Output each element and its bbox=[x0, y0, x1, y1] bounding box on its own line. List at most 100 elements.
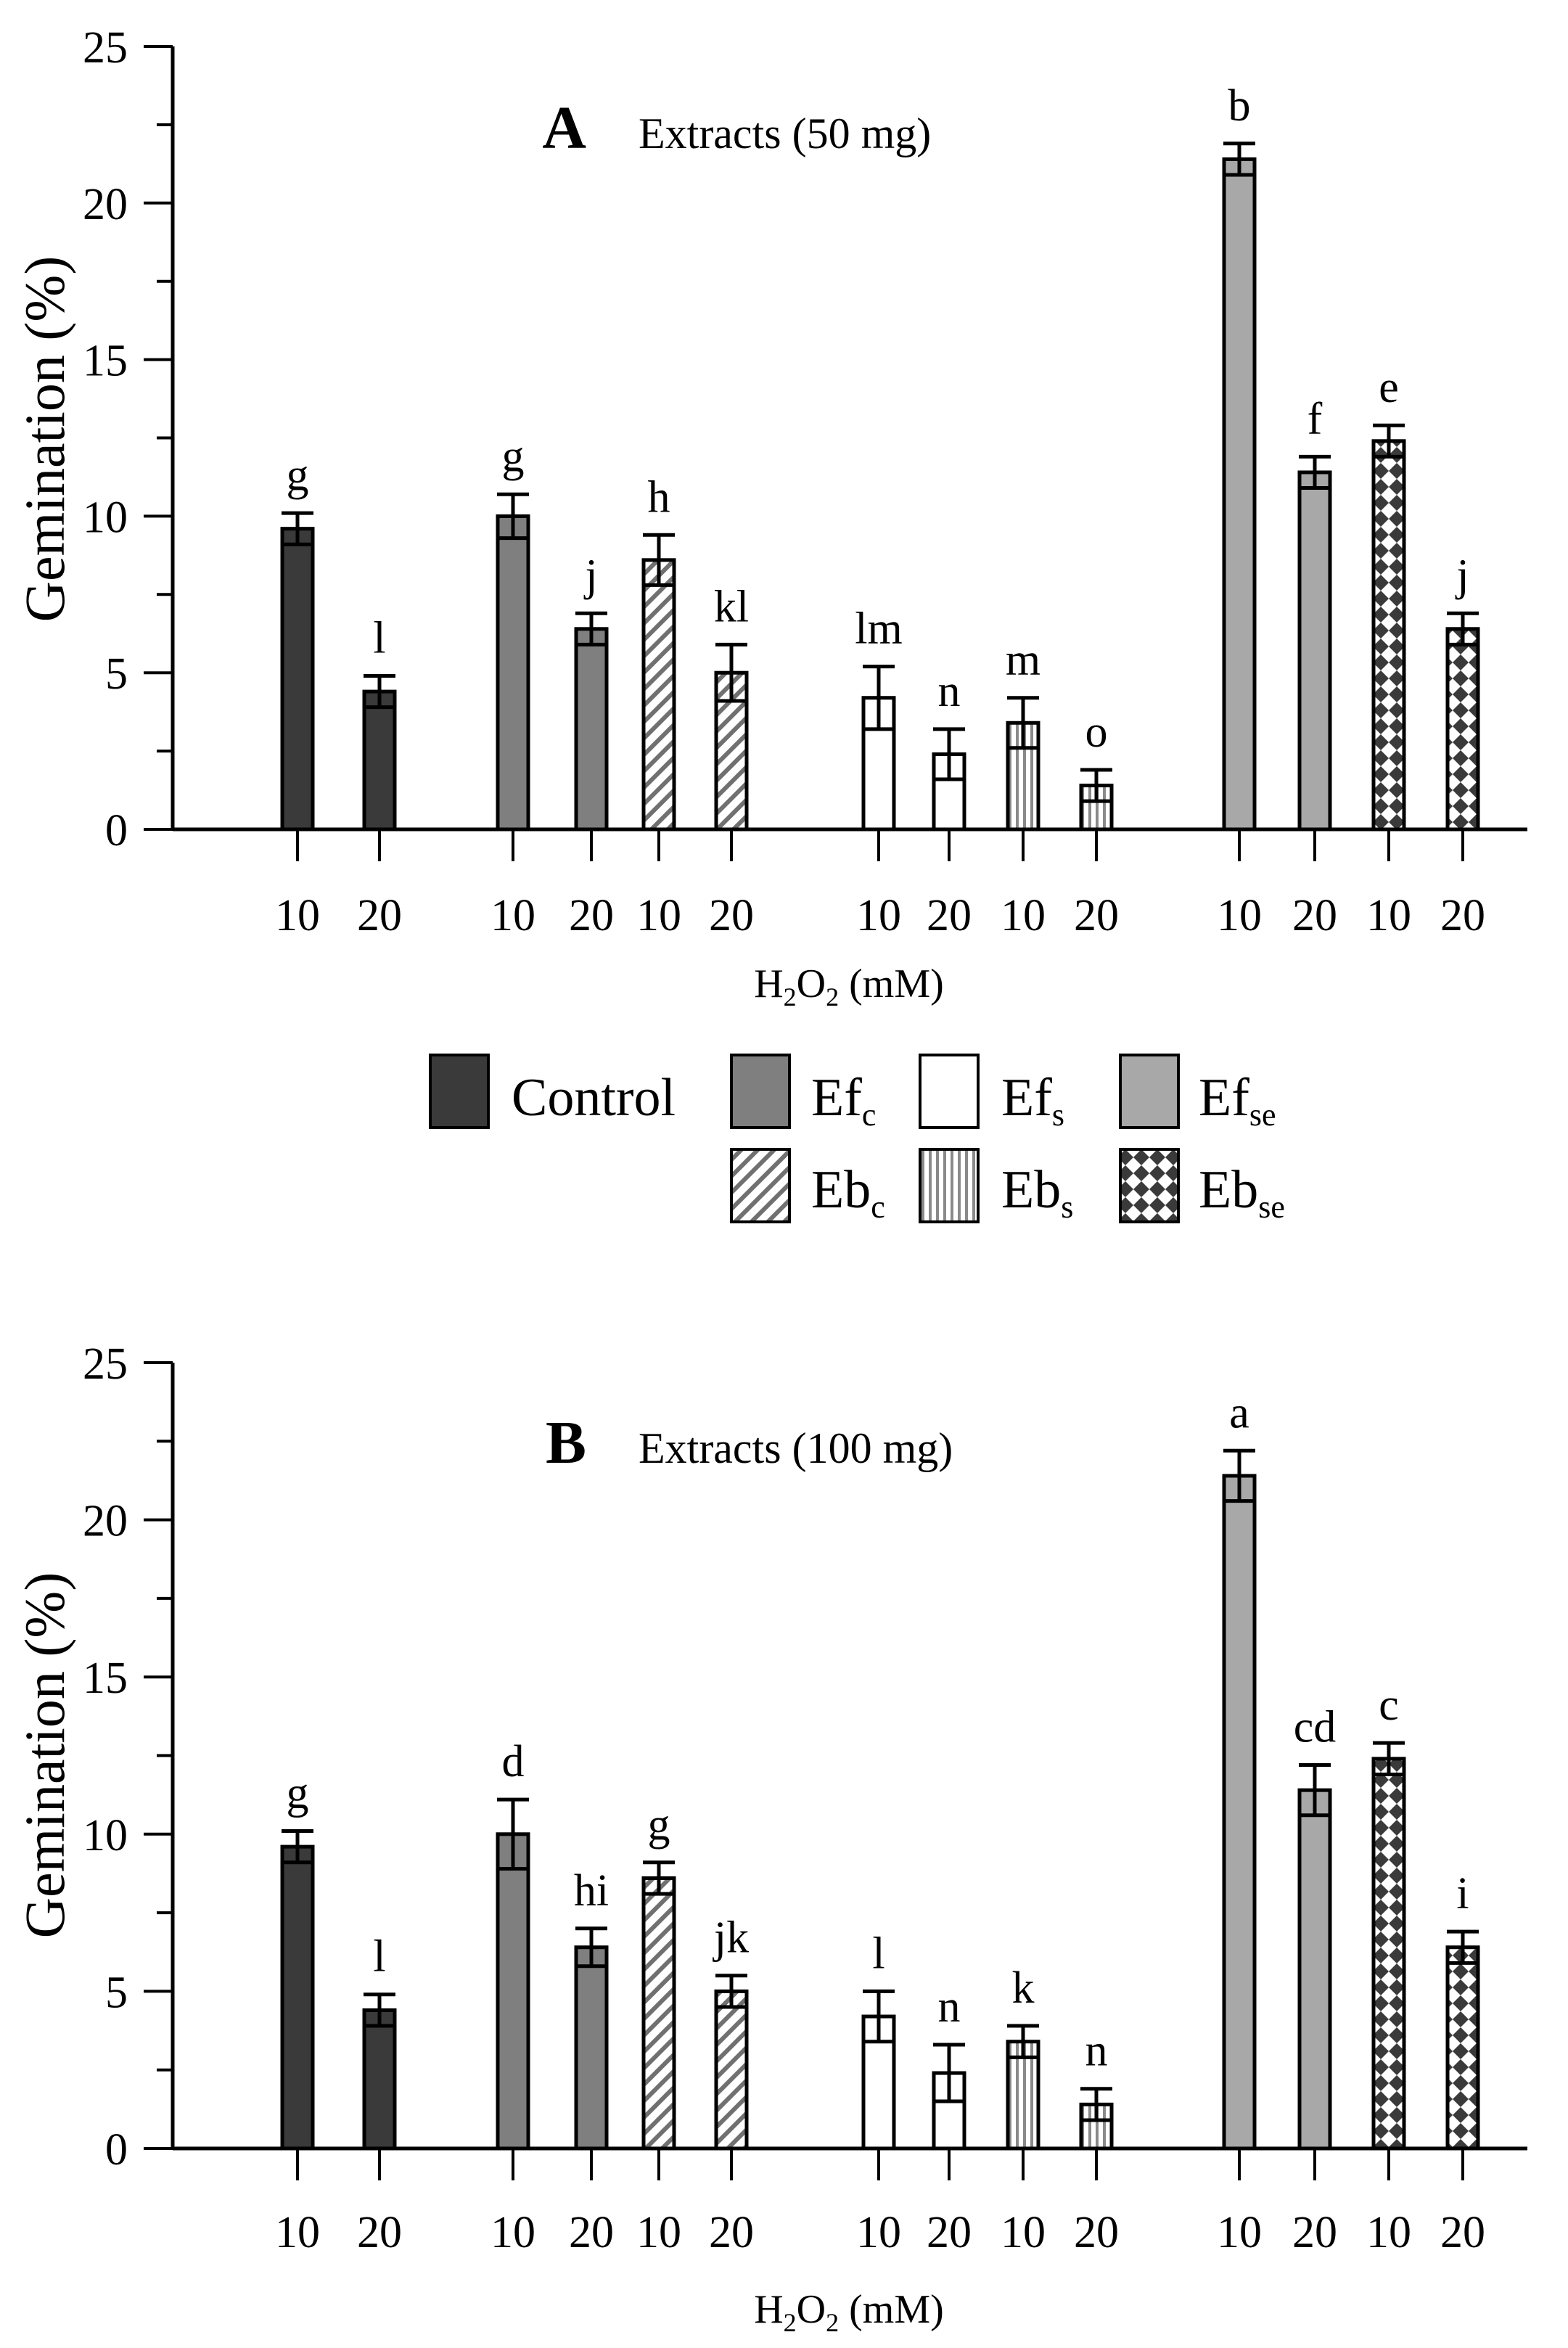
x-tick-label: 20 bbox=[1074, 891, 1119, 940]
y-tick-label: 25 bbox=[83, 23, 128, 73]
y-tick-label: 5 bbox=[105, 1968, 128, 2017]
panel-letter: A bbox=[542, 94, 586, 162]
x-tick-label: 20 bbox=[927, 891, 972, 940]
legend-item-efse: Efse bbox=[1119, 1054, 1276, 1133]
significance-letter: e bbox=[1379, 363, 1399, 412]
bar-efc bbox=[574, 1945, 609, 2151]
legend-label-efse: Efse bbox=[1199, 1068, 1276, 1133]
legend-item-ebs: Ebs bbox=[919, 1148, 1073, 1225]
y-tick-label: 15 bbox=[83, 337, 128, 386]
legend-swatch-efs bbox=[919, 1054, 980, 1129]
y-tick-label: 25 bbox=[83, 1339, 128, 1389]
x-tick-label: 20 bbox=[1292, 2208, 1337, 2257]
significance-letter: j bbox=[1455, 551, 1469, 600]
significance-letter: hi bbox=[574, 1866, 609, 1916]
y-tick-label: 15 bbox=[83, 1654, 128, 1703]
x-tick-label: 20 bbox=[1440, 891, 1485, 940]
significance-letter: g bbox=[648, 1800, 670, 1850]
bar-efse bbox=[1297, 470, 1332, 832]
x-tick-label: 10 bbox=[275, 891, 320, 940]
x-tick-label: 10 bbox=[856, 2208, 901, 2257]
bar-ebc bbox=[641, 558, 676, 832]
significance-letter: jk bbox=[713, 1913, 749, 1963]
x-tick-label: 10 bbox=[636, 2208, 681, 2257]
bar-efc bbox=[496, 1832, 530, 2151]
bar-ebc bbox=[641, 1876, 676, 2151]
legend-label-ebse: Ebse bbox=[1199, 1160, 1285, 1225]
y-axis-title: Gemination (%) bbox=[13, 256, 76, 623]
significance-letter: i bbox=[1456, 1869, 1469, 1918]
y-tick-label: 5 bbox=[105, 649, 128, 699]
legend-item-efs: Efs bbox=[919, 1054, 1064, 1133]
significance-letter: cd bbox=[1294, 1702, 1337, 1752]
significance-letter: l bbox=[373, 614, 385, 663]
bar-ebse bbox=[1371, 439, 1406, 832]
bar-efse bbox=[1297, 1788, 1332, 2151]
panel-a-chart: 0 5 10 15 20 25 Gemination (%) A Extracts (50 mg… bbox=[13, 23, 1527, 1011]
legend-item-efc: Efc bbox=[730, 1054, 876, 1133]
legend-swatch-ebse bbox=[1119, 1148, 1180, 1223]
x-tick-label: 20 bbox=[569, 891, 614, 940]
y-axis-title: Gemination (%) bbox=[13, 1572, 76, 1939]
x-tick-label: 10 bbox=[1001, 891, 1046, 940]
significance-letter: g bbox=[502, 432, 525, 481]
significance-letter: j bbox=[583, 551, 597, 600]
significance-letter: m bbox=[1006, 636, 1040, 685]
significance-letter: h bbox=[648, 472, 670, 522]
significance-letter: a bbox=[1229, 1388, 1249, 1437]
y-tick-label: 10 bbox=[83, 493, 128, 542]
bar-control bbox=[362, 689, 397, 832]
significance-letter: c bbox=[1379, 1680, 1399, 1730]
y-tick-label: 0 bbox=[105, 806, 128, 855]
bar-efc bbox=[496, 514, 530, 832]
x-tick-label: 10 bbox=[636, 891, 681, 940]
significance-letter: g bbox=[287, 1768, 309, 1818]
significance-letter: g bbox=[287, 451, 309, 500]
significance-letter: o bbox=[1085, 707, 1108, 757]
x-tick-label: 20 bbox=[1074, 2208, 1119, 2257]
x-tick-label: 20 bbox=[357, 891, 402, 940]
bar-ebse bbox=[1445, 627, 1480, 832]
bar-control bbox=[280, 527, 315, 832]
significance-letter: f bbox=[1308, 394, 1323, 443]
legend-swatch-efse bbox=[1119, 1054, 1180, 1129]
legend-swatch-ebc bbox=[730, 1148, 791, 1223]
panel-title: Extracts (50 mg) bbox=[639, 110, 931, 157]
significance-letter: n bbox=[938, 1982, 961, 2032]
y-tick-label: 0 bbox=[105, 2125, 128, 2175]
x-tick-label: 10 bbox=[1366, 2208, 1411, 2257]
x-tick-label: 20 bbox=[709, 891, 754, 940]
x-tick-label: 10 bbox=[1217, 891, 1262, 940]
bar-ebse bbox=[1445, 1945, 1480, 2151]
x-tick-label: 20 bbox=[569, 2208, 614, 2257]
bar-control bbox=[280, 1844, 315, 2151]
bar-efse bbox=[1222, 157, 1257, 832]
legend-label-ebc: Ebc bbox=[811, 1160, 885, 1225]
legend-label-efc: Efc bbox=[811, 1068, 876, 1133]
legend-swatch-ebs bbox=[919, 1148, 980, 1223]
legend-item-ebse: Ebse bbox=[1119, 1148, 1285, 1225]
bar-efc bbox=[574, 627, 609, 832]
legend-label-ebs: Ebs bbox=[1001, 1160, 1073, 1225]
x-tick-label: 10 bbox=[1217, 2208, 1262, 2257]
x-tick-label: 20 bbox=[709, 2208, 754, 2257]
bar-efse bbox=[1222, 1474, 1257, 2151]
panel-letter: B bbox=[546, 1409, 586, 1477]
x-tick-label: 10 bbox=[1001, 2208, 1046, 2257]
significance-letter: n bbox=[1085, 2027, 1108, 2076]
panel-title: Extracts (100 mg) bbox=[639, 1424, 953, 1472]
legend-swatch-control bbox=[429, 1054, 490, 1129]
y-tick-label: 10 bbox=[83, 1811, 128, 1860]
bar-control bbox=[362, 2008, 397, 2151]
x-axis-title: H2O2 (mM) bbox=[754, 961, 944, 1011]
x-tick-label: 20 bbox=[1440, 2208, 1485, 2257]
significance-letter: k bbox=[1012, 1963, 1035, 2013]
significance-letter: l bbox=[872, 1929, 884, 1978]
x-tick-label: 10 bbox=[1366, 891, 1411, 940]
legend-swatch-efc bbox=[730, 1054, 791, 1129]
significance-letter: d bbox=[502, 1737, 525, 1786]
legend-label-control: Control bbox=[512, 1068, 676, 1128]
significance-letter: l bbox=[373, 1932, 385, 1982]
significance-letter: b bbox=[1228, 81, 1251, 131]
